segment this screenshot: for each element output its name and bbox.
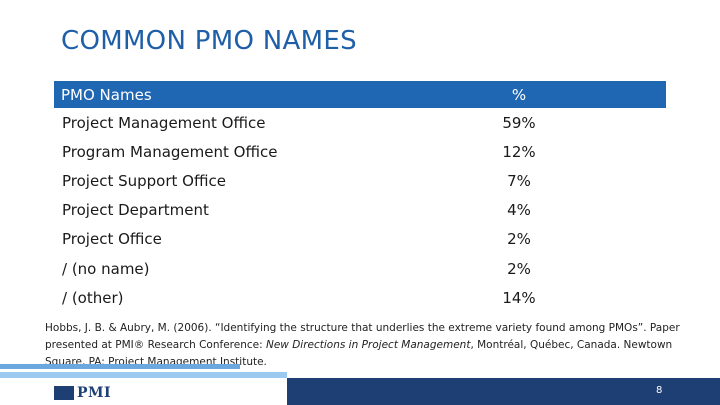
citation-italic: New Directions in Project Management bbox=[265, 339, 471, 351]
row-name: Program Management Office bbox=[62, 142, 278, 161]
footer-band bbox=[287, 378, 720, 405]
table-row: / (other) 14% bbox=[54, 283, 666, 312]
row-percent: 2% bbox=[507, 259, 531, 278]
pmi-logo-icon bbox=[54, 386, 74, 400]
row-percent: 12% bbox=[502, 142, 536, 161]
accent-bar-mid bbox=[0, 372, 287, 378]
row-name: Project Office bbox=[62, 230, 162, 249]
row-percent: 4% bbox=[507, 201, 531, 220]
row-percent: 14% bbox=[502, 288, 536, 307]
table-header-row: PMO Names % bbox=[54, 81, 666, 108]
row-name: Project Management Office bbox=[62, 113, 266, 132]
table-row: Project Office 2% bbox=[54, 225, 666, 254]
slide-title: COMMON PMO NAMES bbox=[61, 26, 357, 56]
row-percent: 7% bbox=[507, 171, 531, 190]
row-percent: 2% bbox=[507, 230, 531, 249]
row-name: Project Department bbox=[62, 201, 209, 220]
table-row: / (no name) 2% bbox=[54, 254, 666, 283]
pmi-logo-text: PMI bbox=[77, 385, 112, 401]
table-row: Project Support Office 7% bbox=[54, 166, 666, 195]
row-name: / (other) bbox=[62, 288, 124, 307]
row-percent: 59% bbox=[502, 113, 536, 132]
citation-part1: Hobbs, J. B. & Aubry, M. (2006). “Identi… bbox=[45, 322, 680, 351]
accent-bar-top bbox=[0, 364, 240, 369]
table-row: Program Management Office 12% bbox=[54, 137, 666, 166]
header-percent: % bbox=[511, 85, 527, 104]
table-row: Project Department 4% bbox=[54, 196, 666, 225]
page-number: 8 bbox=[656, 385, 663, 396]
table-row: Project Management Office 59% bbox=[54, 108, 666, 137]
citation: Hobbs, J. B. & Aubry, M. (2006). “Identi… bbox=[45, 320, 685, 371]
row-name: Project Support Office bbox=[62, 171, 226, 190]
pmo-names-table: PMO Names % Project Management Office 59… bbox=[54, 81, 666, 312]
header-pmo-names: PMO Names bbox=[61, 85, 152, 104]
header-percent-cell: % bbox=[499, 86, 666, 104]
row-name: / (no name) bbox=[62, 259, 150, 278]
pmi-logo: PMI bbox=[54, 385, 111, 401]
